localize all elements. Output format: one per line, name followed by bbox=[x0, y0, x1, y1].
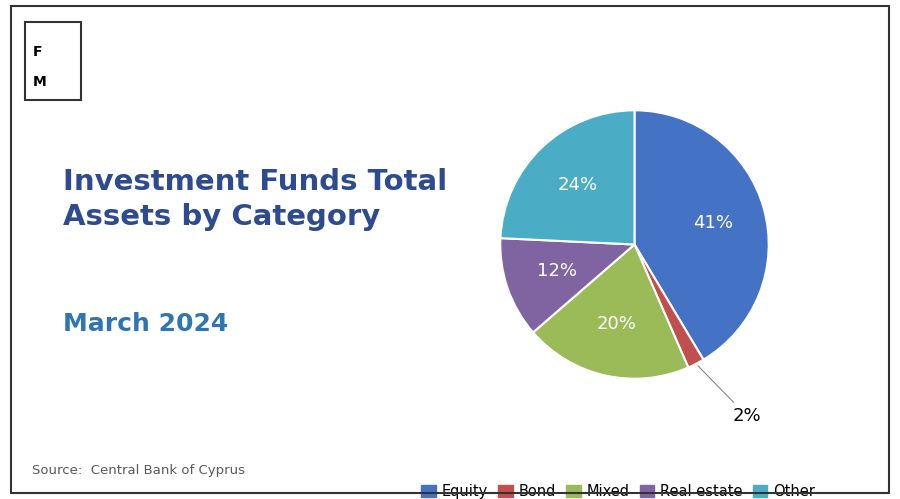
Wedge shape bbox=[500, 238, 634, 332]
Text: 24%: 24% bbox=[558, 176, 598, 194]
Wedge shape bbox=[634, 245, 704, 367]
Legend: Equity, Bond, Mixed, Real estate, Other: Equity, Bond, Mixed, Real estate, Other bbox=[421, 484, 815, 499]
Wedge shape bbox=[500, 110, 634, 245]
Wedge shape bbox=[634, 110, 769, 360]
Text: 20%: 20% bbox=[597, 315, 636, 333]
Text: Investment Funds Total
Assets by Category: Investment Funds Total Assets by Categor… bbox=[63, 168, 447, 231]
Text: 2%: 2% bbox=[698, 366, 761, 425]
Text: F: F bbox=[32, 45, 42, 59]
Text: Source:  Central Bank of Cyprus: Source: Central Bank of Cyprus bbox=[32, 464, 245, 477]
Text: 41%: 41% bbox=[693, 214, 733, 232]
Text: March 2024: March 2024 bbox=[63, 312, 229, 336]
Text: 12%: 12% bbox=[537, 262, 577, 280]
Wedge shape bbox=[533, 245, 688, 379]
Text: M: M bbox=[32, 75, 46, 89]
